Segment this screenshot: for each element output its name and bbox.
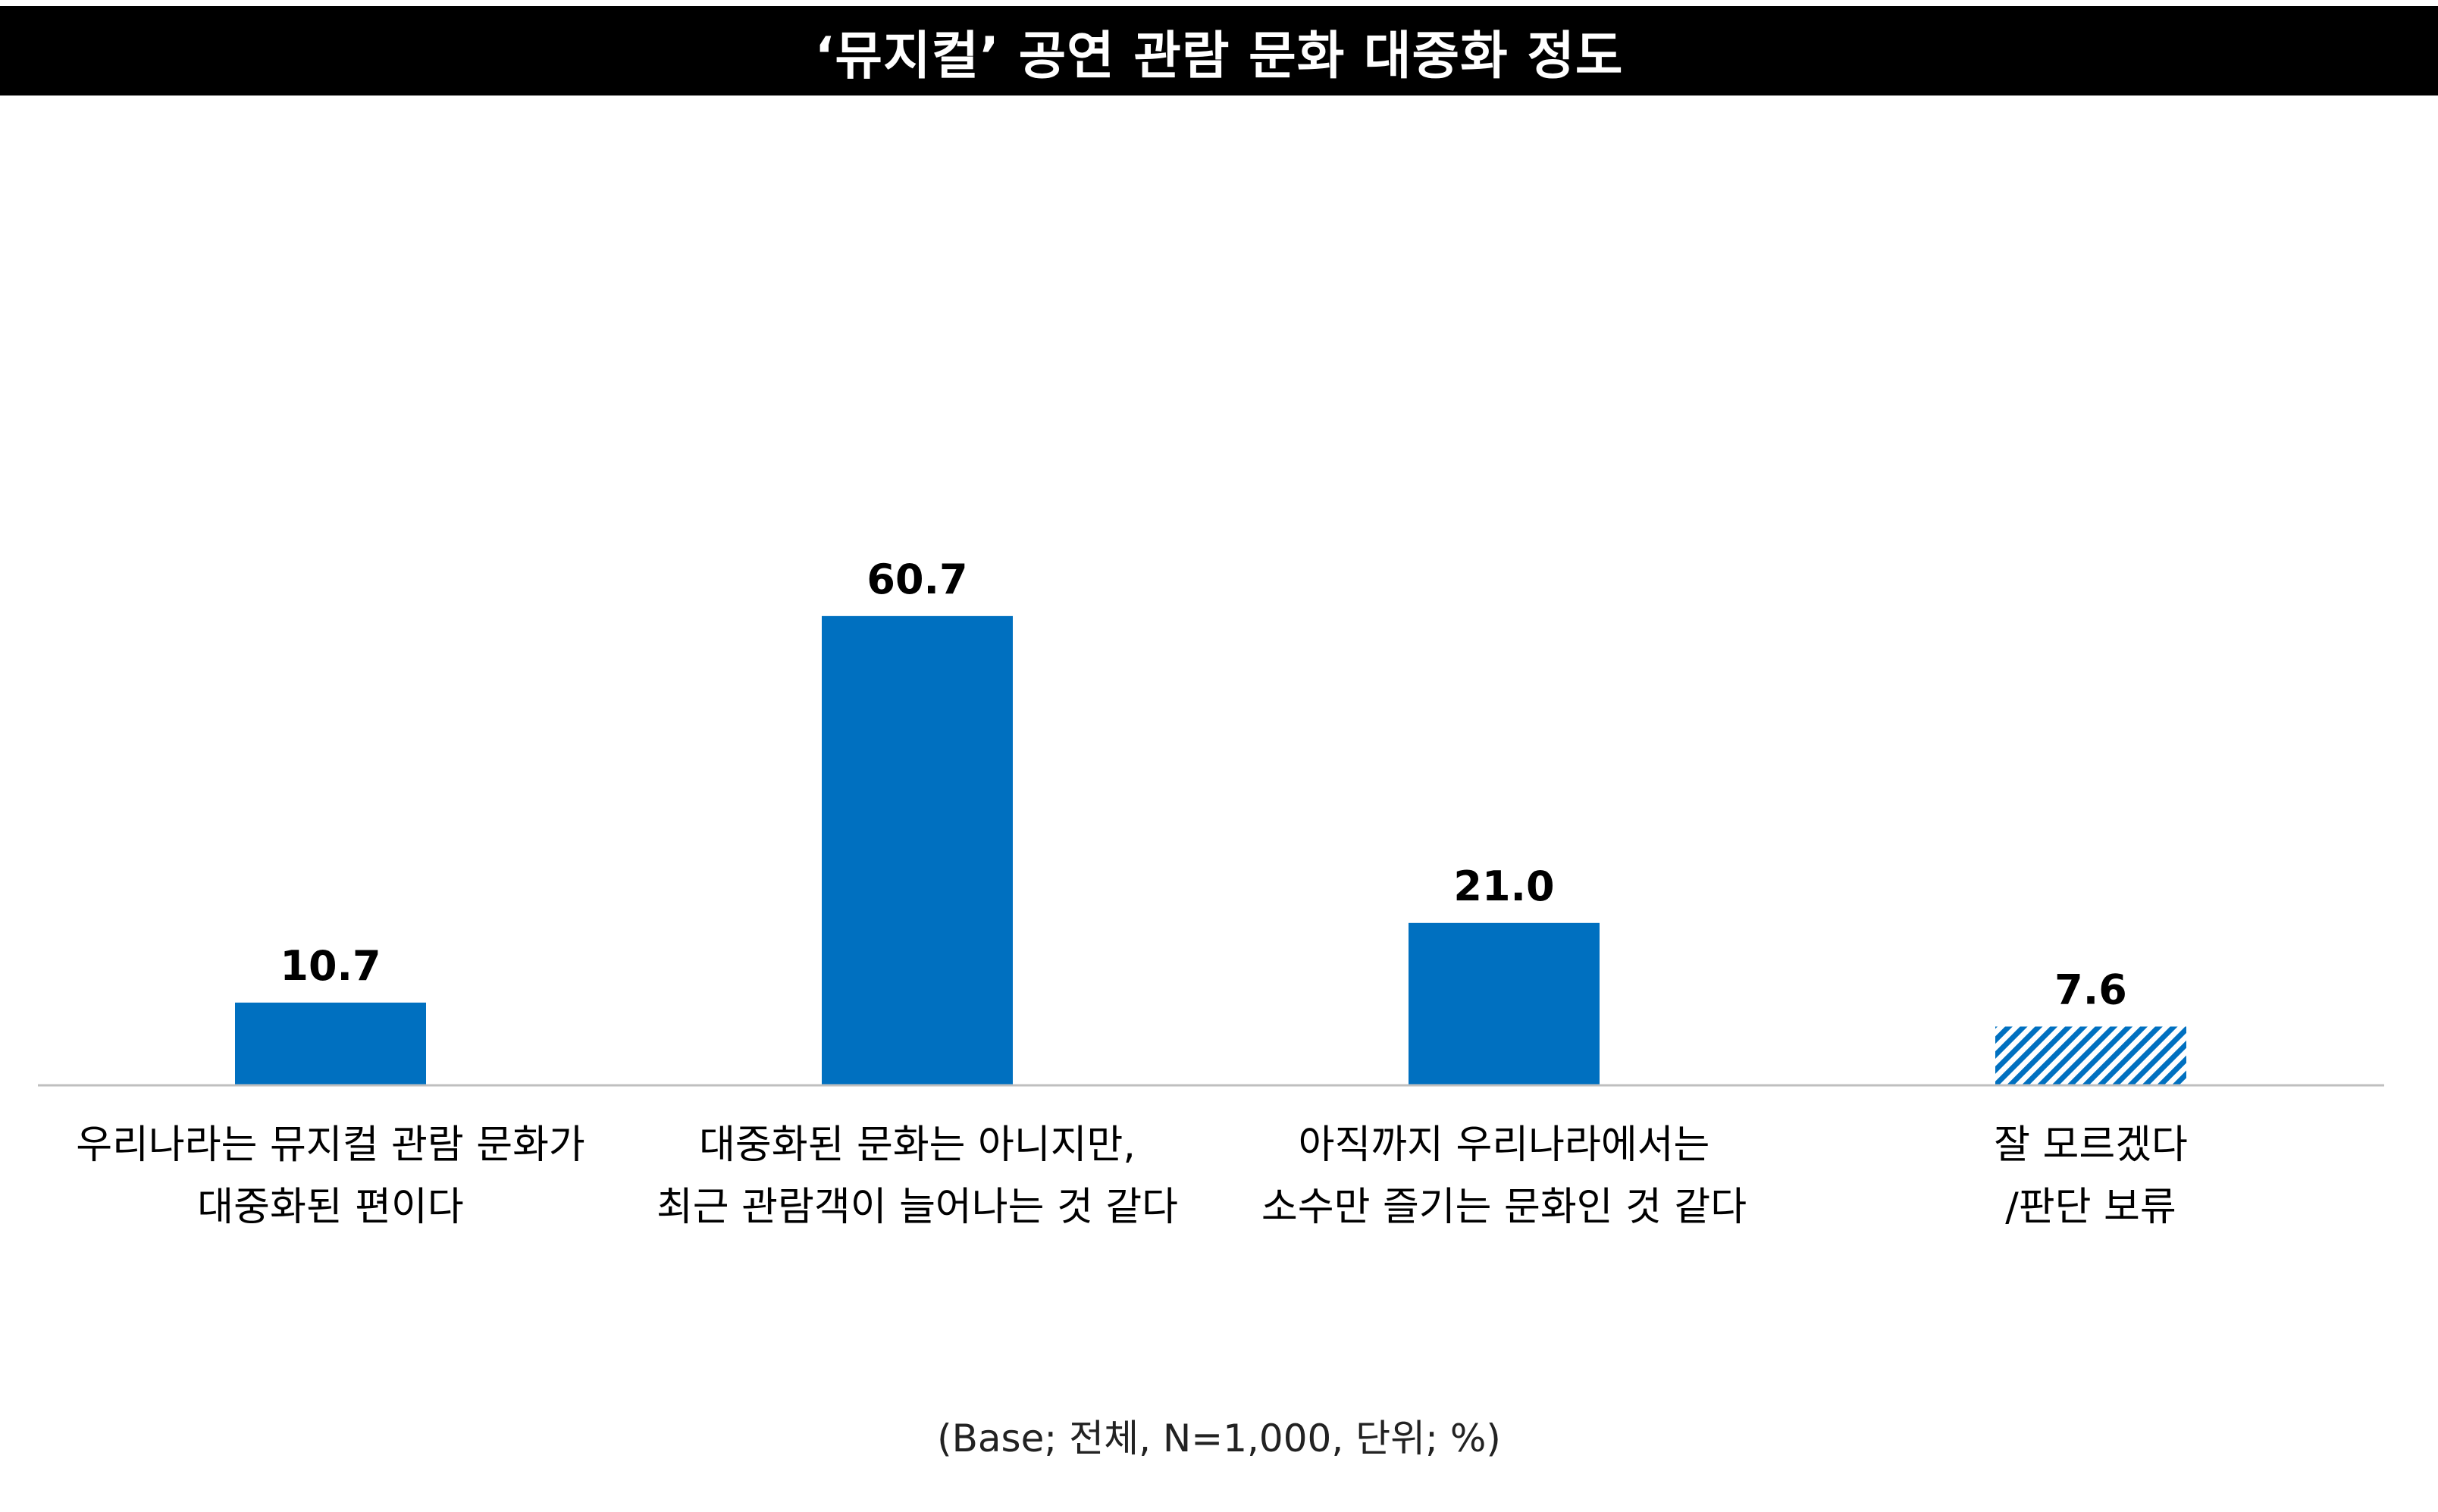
data-label-1: 10.7 xyxy=(280,942,381,990)
bar-3 xyxy=(1409,922,1600,1085)
category-label-line: 소수만 즐기는 문화인 것 같다 xyxy=(1261,1185,1747,1230)
footnote: (Base; 전체, N=1,000, 단위; %) xyxy=(937,1417,1501,1460)
category-label-line: 잘 모르겠다 xyxy=(1994,1122,2188,1168)
category-label-line: 우리나라는 뮤지컬 관람 문화가 xyxy=(76,1122,585,1168)
chart-title: ‘뮤지컬’ 공연 관람 문화 대중화 정도 xyxy=(0,6,2438,95)
data-label-4: 7.6 xyxy=(2054,966,2127,1013)
bar-1 xyxy=(235,1002,426,1085)
bar-2 xyxy=(822,615,1013,1085)
category-label-line: /판단 보류 xyxy=(2005,1185,2176,1230)
category-label-2: 대중화된 문화는 아니지만, 최근 관람객이 늘어나는 것 같다 xyxy=(629,1114,1205,1238)
data-label-3: 21.0 xyxy=(1453,862,1554,910)
category-label-line: 대중화된 편이다 xyxy=(197,1185,464,1230)
category-label-4: 잘 모르겠다/판단 보류 xyxy=(1803,1114,2379,1238)
data-label-2: 60.7 xyxy=(866,556,967,603)
category-label-line: 대중화된 문화는 아니지만, xyxy=(699,1122,1136,1168)
category-label-line: 아직까지 우리나라에서는 xyxy=(1298,1122,1710,1168)
category-label-line: 최근 관람객이 늘어나는 것 같다 xyxy=(656,1185,1179,1230)
bar-4 xyxy=(1995,1026,2186,1085)
